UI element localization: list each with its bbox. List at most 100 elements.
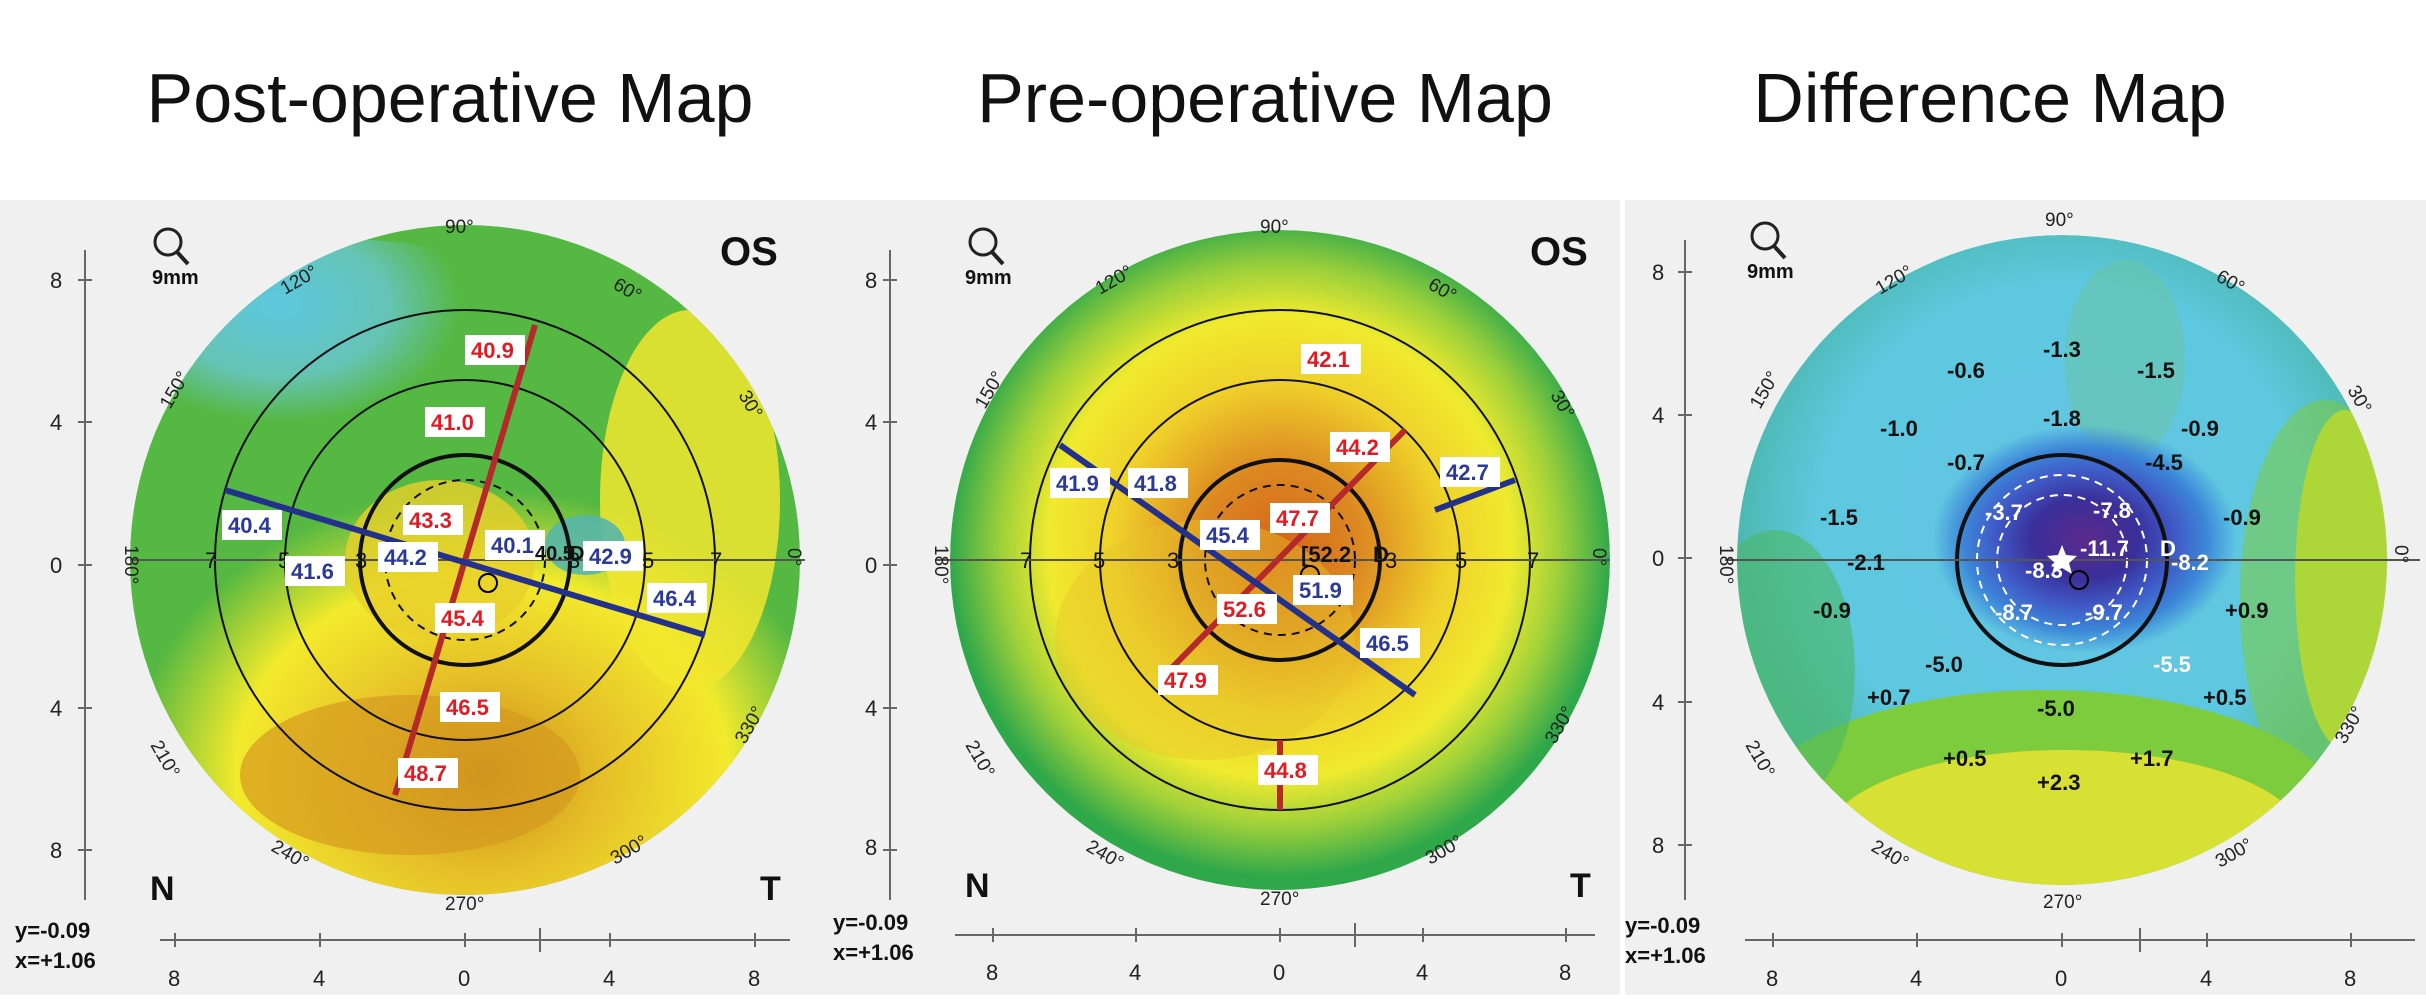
vertical-tick-label: 4 (1652, 403, 1664, 428)
angle-label: 270° (445, 894, 484, 915)
horizontal-tick-label: 0 (2055, 966, 2067, 991)
difference-value: -11.7 (2080, 536, 2129, 561)
angle-label: 90° (2045, 210, 2074, 231)
cursor-x-readout: x=+1.06 (15, 948, 96, 973)
red-value-label: 43.3 (409, 508, 452, 533)
horizontal-tick-label: 4 (1910, 966, 1922, 991)
eye-label: OS (1530, 230, 1588, 274)
difference-value: +0.5 (2203, 685, 2246, 710)
vertical-tick-label: 8 (50, 268, 62, 293)
difference-title: Difference Map (1753, 59, 2227, 137)
difference-value: -2.1 (1847, 550, 1885, 575)
blue-value-label: 51.9 (1299, 578, 1342, 603)
difference-value: -8.2 (2171, 550, 2209, 575)
red-value-label: 47.7 (1276, 506, 1319, 531)
red-value-label: 41.0 (431, 410, 474, 435)
post-op-map: 90° 60° 30° 0° 330° 300° 270° 240° 210° … (15, 217, 805, 991)
magnifier-icon[interactable] (153, 227, 190, 266)
difference-value: -0.6 (1947, 358, 1985, 383)
vertical-tick-label: 0 (50, 553, 62, 578)
difference-value: +0.5 (1943, 746, 1986, 771)
zoom-label[interactable]: 9mm (965, 267, 1012, 289)
difference-map: 90° 60° 30° 0° 330° 300° 270° 240° 210° … (1625, 210, 2420, 991)
center-value: 40.5 (535, 543, 574, 565)
blue-value-label: 41.8 (1134, 471, 1177, 496)
cursor-x-readout: x=+1.06 (833, 940, 914, 965)
vertical-tick-label: 4 (50, 696, 62, 721)
red-value-label: 52.6 (1223, 597, 1266, 622)
blue-value-label: 40.4 (228, 513, 272, 538)
angle-label: 210° (1741, 737, 1779, 782)
red-value-label: 47.9 (1164, 668, 1207, 693)
horizontal-tick-label: 4 (1416, 960, 1428, 985)
difference-value: -1.0 (1880, 416, 1918, 441)
angle-label: 270° (1260, 889, 1299, 910)
horizontal-tick-label: 0 (1273, 960, 1285, 985)
vertical-tick-label: 4 (50, 410, 62, 435)
difference-value: -5.5 (2153, 652, 2191, 677)
difference-value: -0.9 (2223, 505, 2261, 530)
horizontal-tick-label: 8 (748, 966, 760, 991)
blue-value-label: 46.4 (653, 586, 697, 611)
cursor-y-readout: y=-0.09 (833, 910, 908, 935)
vertical-tick-label: 0 (865, 553, 877, 578)
magnifier-icon[interactable] (968, 227, 1005, 266)
difference-value: +0.9 (2225, 598, 2268, 623)
post-op-title: Post-operative Map (146, 59, 754, 137)
difference-value: -5.0 (2037, 696, 2075, 721)
angle-label: 90° (445, 217, 474, 238)
difference-value: -1.5 (2137, 358, 2175, 383)
temporal-label: T (1570, 867, 1591, 905)
vertical-tick-label: 8 (1652, 260, 1664, 285)
magnifier-icon[interactable] (1750, 221, 1787, 260)
difference-value: -5.0 (1925, 652, 1963, 677)
angle-label: 210° (146, 737, 184, 782)
difference-map-panel: 90° 60° 30° 0° 330° 300° 270° 240° 210° … (1625, 200, 2426, 995)
zoom-label[interactable]: 9mm (152, 267, 199, 289)
difference-value: -3.7 (1985, 500, 2023, 525)
red-value-label: 48.7 (404, 761, 447, 786)
difference-value: +0.7 (1867, 685, 1910, 710)
angle-label: 270° (2043, 892, 2082, 913)
difference-value: -1.3 (2043, 337, 2081, 362)
difference-value: -0.9 (1813, 598, 1851, 623)
center-diopter-mark: D (1373, 542, 1389, 567)
angle-label: 180° (930, 545, 951, 584)
red-value-label: 42.1 (1307, 347, 1350, 372)
zoom-label[interactable]: 9mm (1747, 261, 1794, 283)
ring-number: 3 (568, 548, 580, 573)
horizontal-tick-label: 8 (1559, 960, 1571, 985)
blue-value-label: 42.7 (1446, 460, 1489, 485)
ring-number: 3 (1385, 548, 1397, 573)
vertical-tick-label: 8 (865, 835, 877, 860)
difference-value: -8.3 (2025, 558, 2063, 583)
difference-value: -9.7 (2085, 600, 2123, 625)
pre-op-map-panel: 90° 60° 30° 0° 330° 300° 270° 240° 210° … (815, 200, 1620, 995)
vertical-tick-label: 8 (50, 838, 62, 863)
difference-value: -4.5 (2145, 450, 2183, 475)
pupil-center-marker (478, 573, 498, 593)
horizontal-tick-label: 4 (313, 966, 325, 991)
angle-label: 180° (120, 545, 141, 584)
angle-label: 180° (1715, 545, 1736, 584)
post-op-map-panel: 90° 60° 30° 0° 330° 300° 270° 240° 210° … (0, 200, 815, 995)
pre-op-map: 90° 60° 30° 0° 330° 300° 270° 240° 210° … (833, 217, 1610, 985)
ring-number: 5 (642, 548, 654, 573)
ring-number: 3 (355, 548, 367, 573)
difference-value: -1.5 (1820, 505, 1858, 530)
horizontal-tick-label: 4 (1129, 960, 1141, 985)
horizontal-tick-label: 4 (2200, 966, 2212, 991)
difference-value: -0.7 (1947, 450, 1985, 475)
cursor-x-readout: x=+1.06 (1625, 943, 1706, 968)
horizontal-tick-label: 8 (2344, 966, 2356, 991)
red-value-label: 45.4 (441, 606, 485, 631)
red-value-label: 44.8 (1264, 758, 1307, 783)
horizontal-tick-label: 0 (458, 966, 470, 991)
star-marker-icon (2047, 545, 2077, 574)
angle-label: 0° (783, 548, 804, 566)
ring-number: 5 (1093, 548, 1105, 573)
red-value-label: 40.9 (471, 338, 514, 363)
horizontal-tick-label: 8 (168, 966, 180, 991)
cursor-y-readout: y=-0.09 (1625, 913, 1700, 938)
pre-op-title: Pre-operative Map (977, 59, 1553, 137)
